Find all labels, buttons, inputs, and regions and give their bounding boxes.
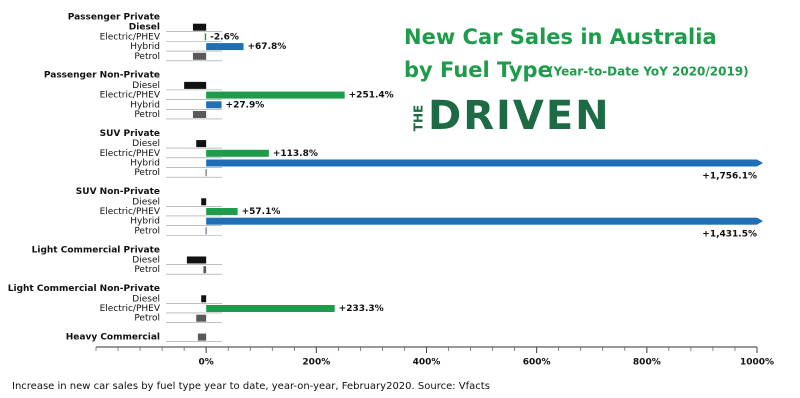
category-label: Petrol (134, 226, 160, 236)
bar (206, 149, 269, 157)
value-label: +113.8% (273, 149, 318, 159)
bar (205, 227, 207, 235)
group-label: Light Commercial Private (32, 245, 160, 255)
chart-subtitle: (Year-to-Date YoY 2020/2019) (548, 65, 749, 79)
bar (201, 295, 207, 303)
bar (196, 314, 207, 322)
x-tick-label: 600% (523, 358, 551, 368)
category-label: Petrol (134, 110, 160, 120)
chart-title-line2: by Fuel Type (404, 58, 552, 82)
caption: Increase in new car sales by fuel type y… (12, 381, 490, 392)
category-label: Hybrid (130, 42, 160, 52)
category-label: Hybrid (130, 158, 160, 168)
category-label: Diesel (132, 197, 160, 207)
bar (206, 101, 222, 109)
category-label: Diesel (132, 81, 160, 91)
group-label: SUV Private (100, 129, 160, 139)
group-label: Heavy Commercial (66, 333, 160, 343)
bar (205, 169, 207, 177)
category-label: Petrol (134, 168, 160, 178)
bar (196, 140, 207, 148)
category-label: Diesel (132, 255, 160, 265)
value-label: +1,756.1% (702, 171, 757, 181)
x-tick-label: 1000% (740, 358, 774, 368)
value-label: +1,431.5% (702, 230, 757, 240)
bar (197, 333, 207, 341)
category-label: Electric/PHEV (100, 207, 161, 217)
value-label: -2.6% (210, 32, 239, 42)
category-label: Petrol (134, 52, 160, 62)
bar (206, 304, 335, 312)
category-label: Electric/PHEV (100, 91, 161, 101)
value-label: +57.1% (242, 207, 281, 217)
value-label: +27.9% (226, 100, 265, 110)
logo-main: DRIVEN (428, 93, 611, 139)
x-tick-label: 0% (199, 358, 214, 368)
category-label: Electric/PHEV (100, 149, 161, 159)
x-tick-label: 800% (633, 358, 661, 368)
category-label: Electric/PHEV (100, 304, 161, 314)
category-label: Diesel (129, 23, 160, 33)
value-label: +251.4% (349, 91, 394, 101)
bar (206, 91, 345, 99)
bar-arrow (757, 159, 763, 167)
bar (206, 159, 757, 167)
category-label: Diesel (132, 139, 160, 149)
value-label: +233.3% (339, 304, 384, 314)
bar-arrow (757, 217, 763, 225)
category-label: Electric/PHEV (100, 32, 161, 42)
bar (206, 43, 244, 51)
category-label: Hybrid (130, 100, 160, 110)
group-label: Passenger Non-Private (44, 71, 160, 81)
x-tick-label: 200% (302, 358, 330, 368)
bar (186, 256, 207, 264)
bar (184, 81, 207, 89)
x-tick-label: 400% (413, 358, 441, 368)
logo-small: THE (412, 105, 426, 131)
category-label: Petrol (134, 265, 160, 275)
group-label: SUV Non-Private (76, 187, 160, 197)
bar (206, 217, 757, 225)
category-label: Diesel (132, 294, 160, 304)
group-label: Passenger Private (68, 13, 160, 23)
bar (201, 198, 207, 206)
bar (192, 110, 207, 118)
chart-title: New Car Sales in Australia (404, 25, 717, 49)
bar (203, 266, 207, 274)
group-label: Light Commercial Non-Private (8, 284, 160, 294)
value-label: +67.8% (248, 42, 287, 52)
bar (206, 207, 238, 215)
category-label: Petrol (134, 314, 160, 324)
category-label: Hybrid (130, 217, 160, 227)
bar (192, 23, 207, 31)
bar (204, 33, 207, 41)
bar (192, 52, 207, 60)
